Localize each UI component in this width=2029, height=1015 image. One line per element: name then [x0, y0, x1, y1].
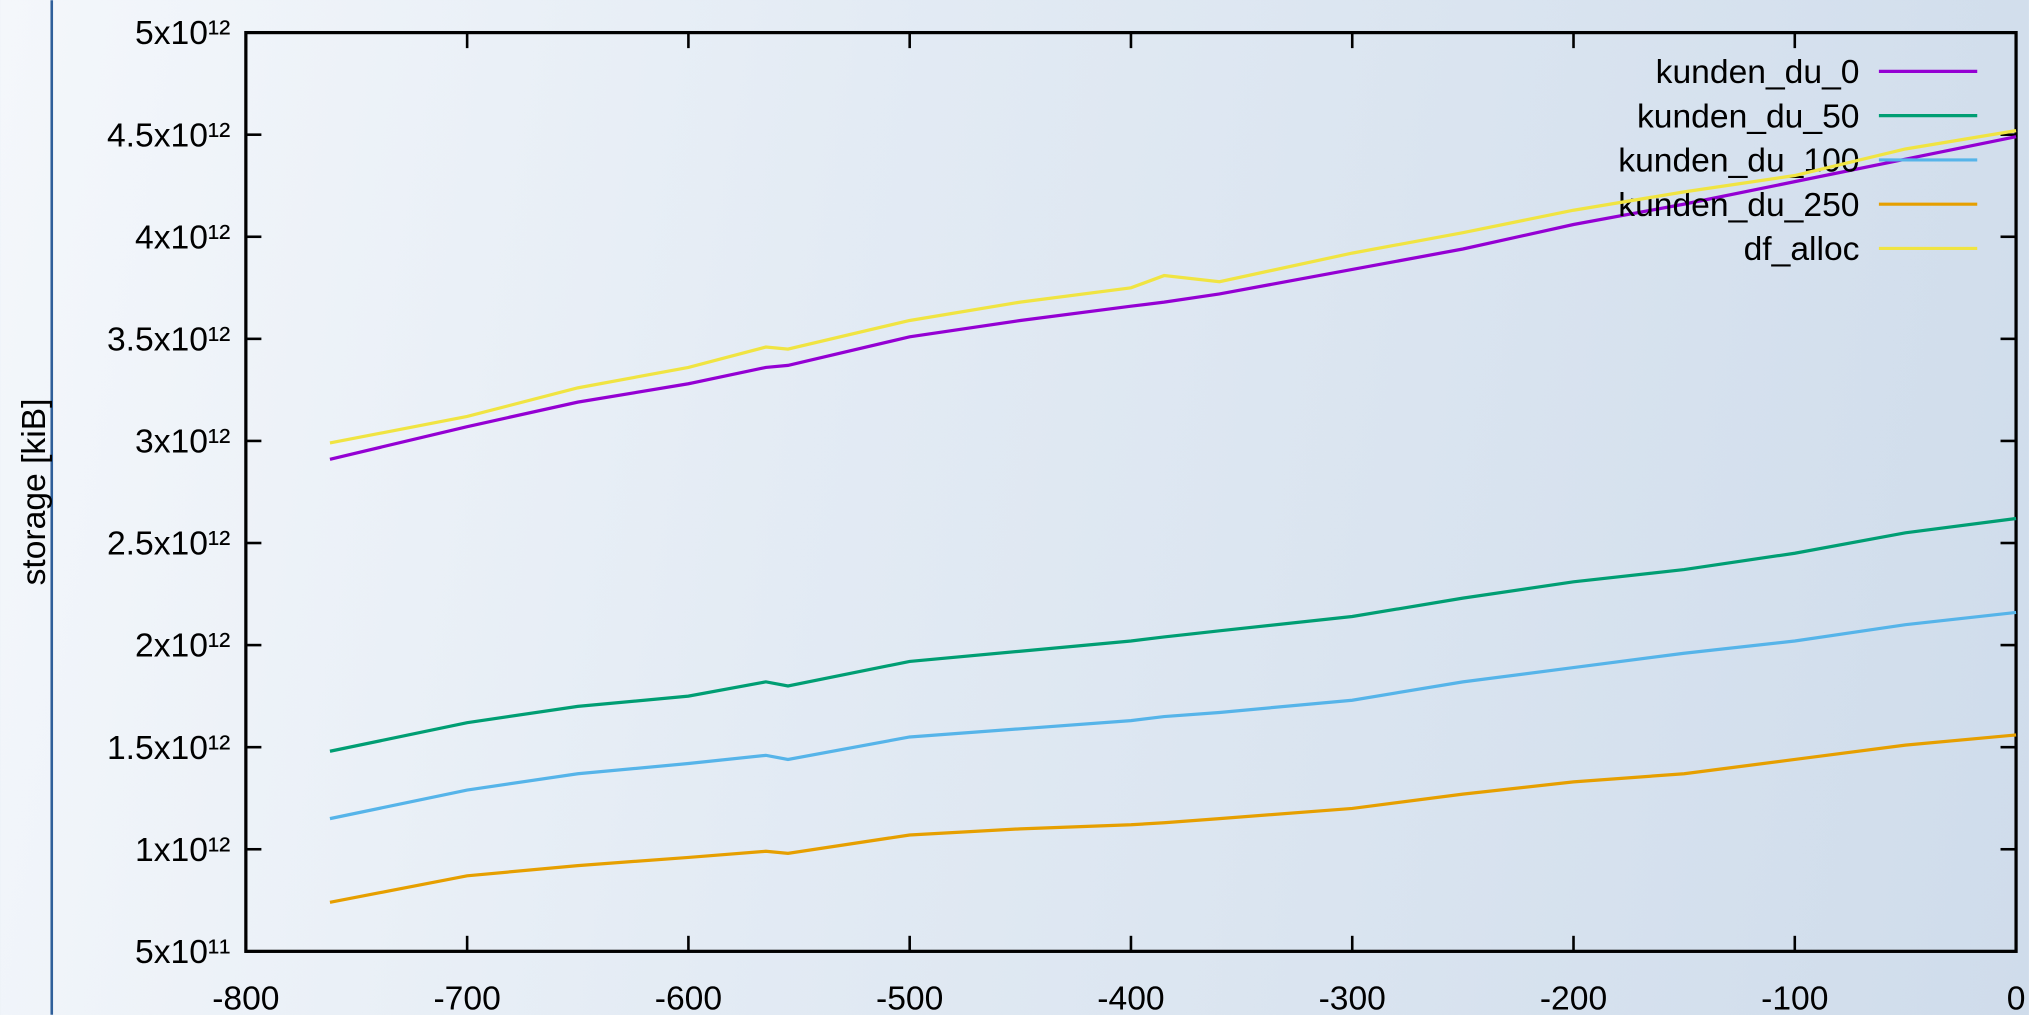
- y-tick-label: 5x10¹²: [135, 15, 230, 52]
- y-tick-label: 4x10¹²: [135, 219, 230, 256]
- legend-label: kunden_du_50: [1637, 98, 1860, 135]
- y-tick-label: 2.5x10¹²: [107, 526, 230, 563]
- legend-label: kunden_du_0: [1656, 54, 1860, 91]
- legend-label: df_alloc: [1744, 231, 1860, 268]
- x-tick-label: -300: [1319, 981, 1386, 1015]
- series-line: [329, 610, 2017, 821]
- x-tick-label: -500: [876, 981, 943, 1015]
- x-tick-label: -700: [433, 981, 500, 1015]
- legend-label: kunden_du_250: [1618, 187, 1859, 224]
- x-tick-label: -600: [655, 981, 722, 1015]
- x-tick-label: -800: [212, 981, 279, 1015]
- x-tick-label: 0: [2007, 981, 2026, 1015]
- series-line: [329, 516, 2017, 753]
- series-line: [329, 135, 2017, 461]
- y-axis-label: storage [kiB]: [16, 399, 53, 586]
- legend-label: kunden_du_100: [1618, 143, 1859, 180]
- y-tick-label: 5x10¹¹: [135, 934, 230, 971]
- series-line: [329, 733, 2017, 904]
- x-tick-label: -200: [1540, 981, 1607, 1015]
- y-tick-label: 4.5x10¹²: [107, 117, 230, 154]
- y-tick-label: 3x10¹²: [135, 424, 230, 461]
- y-tick-label: 1x10¹²: [135, 832, 230, 869]
- y-tick-label: 3.5x10¹²: [107, 321, 230, 358]
- series-line: [329, 129, 2017, 445]
- y-tick-label: 2x10¹²: [135, 628, 230, 665]
- x-tick-label: -100: [1761, 981, 1828, 1015]
- y-tick-label: 1.5x10¹²: [107, 730, 230, 767]
- x-tick-label: -400: [1097, 981, 1164, 1015]
